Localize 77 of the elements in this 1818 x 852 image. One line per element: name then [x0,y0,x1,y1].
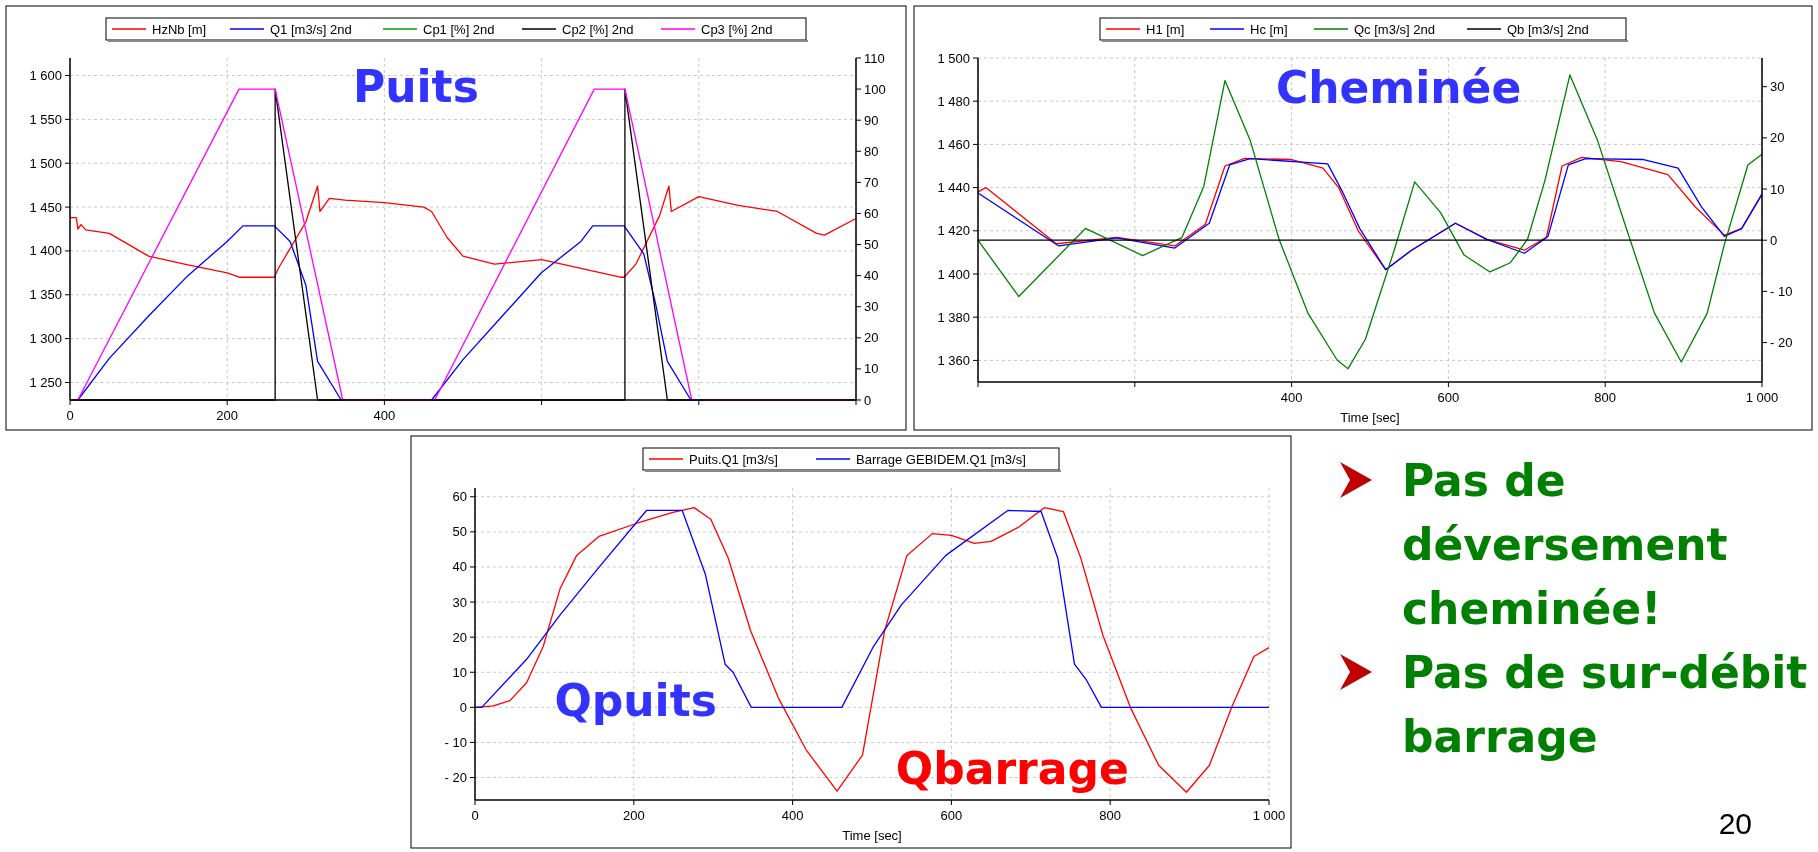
y-tick-label: 60 [452,489,467,505]
x-tick-label: 800 [1099,808,1122,823]
legend-label: Hc [m] [1250,21,1288,37]
x-tick-label: 200 [216,408,239,423]
y2-tick-label: 90 [864,112,879,128]
y2-tick-label: 40 [864,268,879,284]
y-tick-label: 1 350 [29,287,62,303]
y-tick-label: 1 360 [937,352,970,368]
y-tick-label: 1 400 [937,266,970,282]
legend-label: HzNb [m] [152,21,207,37]
line-series [69,185,857,278]
x-tick-label: 600 [940,808,963,823]
annotation: Puits [352,61,479,113]
text: Pas de sur-débit barrage [1402,647,1808,762]
y2-tick-label: 0 [1770,232,1778,248]
y-tick-label: 1 440 [937,180,970,196]
y2-tick-label: 10 [1770,181,1785,197]
y2-tick-label: 30 [864,299,879,315]
y-tick-label: 1 550 [29,111,62,127]
y2-tick-label: 60 [864,205,879,221]
y2-tick-label: 10 [864,361,879,377]
x-tick-label: 1 000 [1252,808,1286,823]
y-tick-label: 0 [459,699,467,715]
y-tick-label: 1 400 [29,243,62,259]
x-tick-label: 1 000 [1745,390,1779,405]
y-tick-label: 30 [452,594,467,610]
legend-label: H1 [m] [1146,21,1185,37]
y-tick-label: 1 380 [937,309,970,325]
x-tick-label: 0 [471,808,479,823]
y-tick-label: 1 480 [937,93,970,109]
y-tick-label: 1 420 [937,223,970,239]
x-tick-label: 400 [781,808,804,823]
x-tick-label: 400 [373,408,396,423]
legend-label: Barrage GEBIDEM.Q1 [m3/s] [856,451,1026,467]
annotation: Cheminée [1275,62,1522,114]
x-axis-title: Time [sec] [842,828,902,843]
y-tick-label: 50 [452,524,467,540]
legend-label: Qb [m3/s] 2nd [1507,21,1589,37]
x-tick-label: 0 [66,408,74,423]
y2-tick-label: 80 [864,143,879,159]
y2-tick-label: 50 [864,237,879,253]
text: 20 [1718,807,1752,840]
annotation: Qbarrage [895,743,1129,795]
x-tick-label: 600 [1437,390,1460,405]
y2-tick-label: - 20 [1770,335,1793,351]
y-tick-label: 1 250 [29,374,62,390]
annotation: Qpuits [554,674,717,726]
x-tick-label: 800 [1594,390,1617,405]
y2-tick-label: 20 [864,330,879,346]
y2-tick-label: 20 [1770,130,1785,146]
y2-tick-label: 70 [864,174,879,190]
y-tick-label: - 10 [444,734,467,750]
y-tick-label: 20 [452,629,467,645]
y-tick-label: - 20 [444,770,467,786]
legend-label: Cp3 [%] 2nd [701,21,773,37]
x-axis-title: Time [sec] [1340,410,1400,425]
legend-label: Q1 [m3/s] 2nd [270,21,352,37]
y2-tick-label: 100 [864,81,886,97]
y-tick-label: 1 460 [937,136,970,152]
x-tick-label: 200 [622,808,645,823]
text: Pas de déversement cheminée! [1402,455,1728,634]
y-tick-label: 10 [452,664,467,680]
x-tick-label: 400 [1280,390,1303,405]
legend-label: Cp1 [%] 2nd [423,21,495,37]
y-tick-label: 40 [452,559,467,575]
legend-label: Qc [m3/s] 2nd [1354,21,1435,37]
y-tick-label: 1 450 [29,199,62,215]
y2-tick-label: 30 [1770,79,1785,95]
y2-tick-label: - 10 [1770,283,1793,299]
y2-tick-label: 110 [864,50,885,66]
legend-label: Puits.Q1 [m3/s] [689,451,778,467]
y-tick-label: 1 500 [29,155,62,171]
y-tick-label: 1 300 [29,331,62,347]
line-series [474,507,1270,793]
y-tick-label: 1 500 [937,50,970,66]
y-tick-label: 1 600 [29,68,62,84]
legend-label: Cp2 [%] 2nd [562,21,634,37]
